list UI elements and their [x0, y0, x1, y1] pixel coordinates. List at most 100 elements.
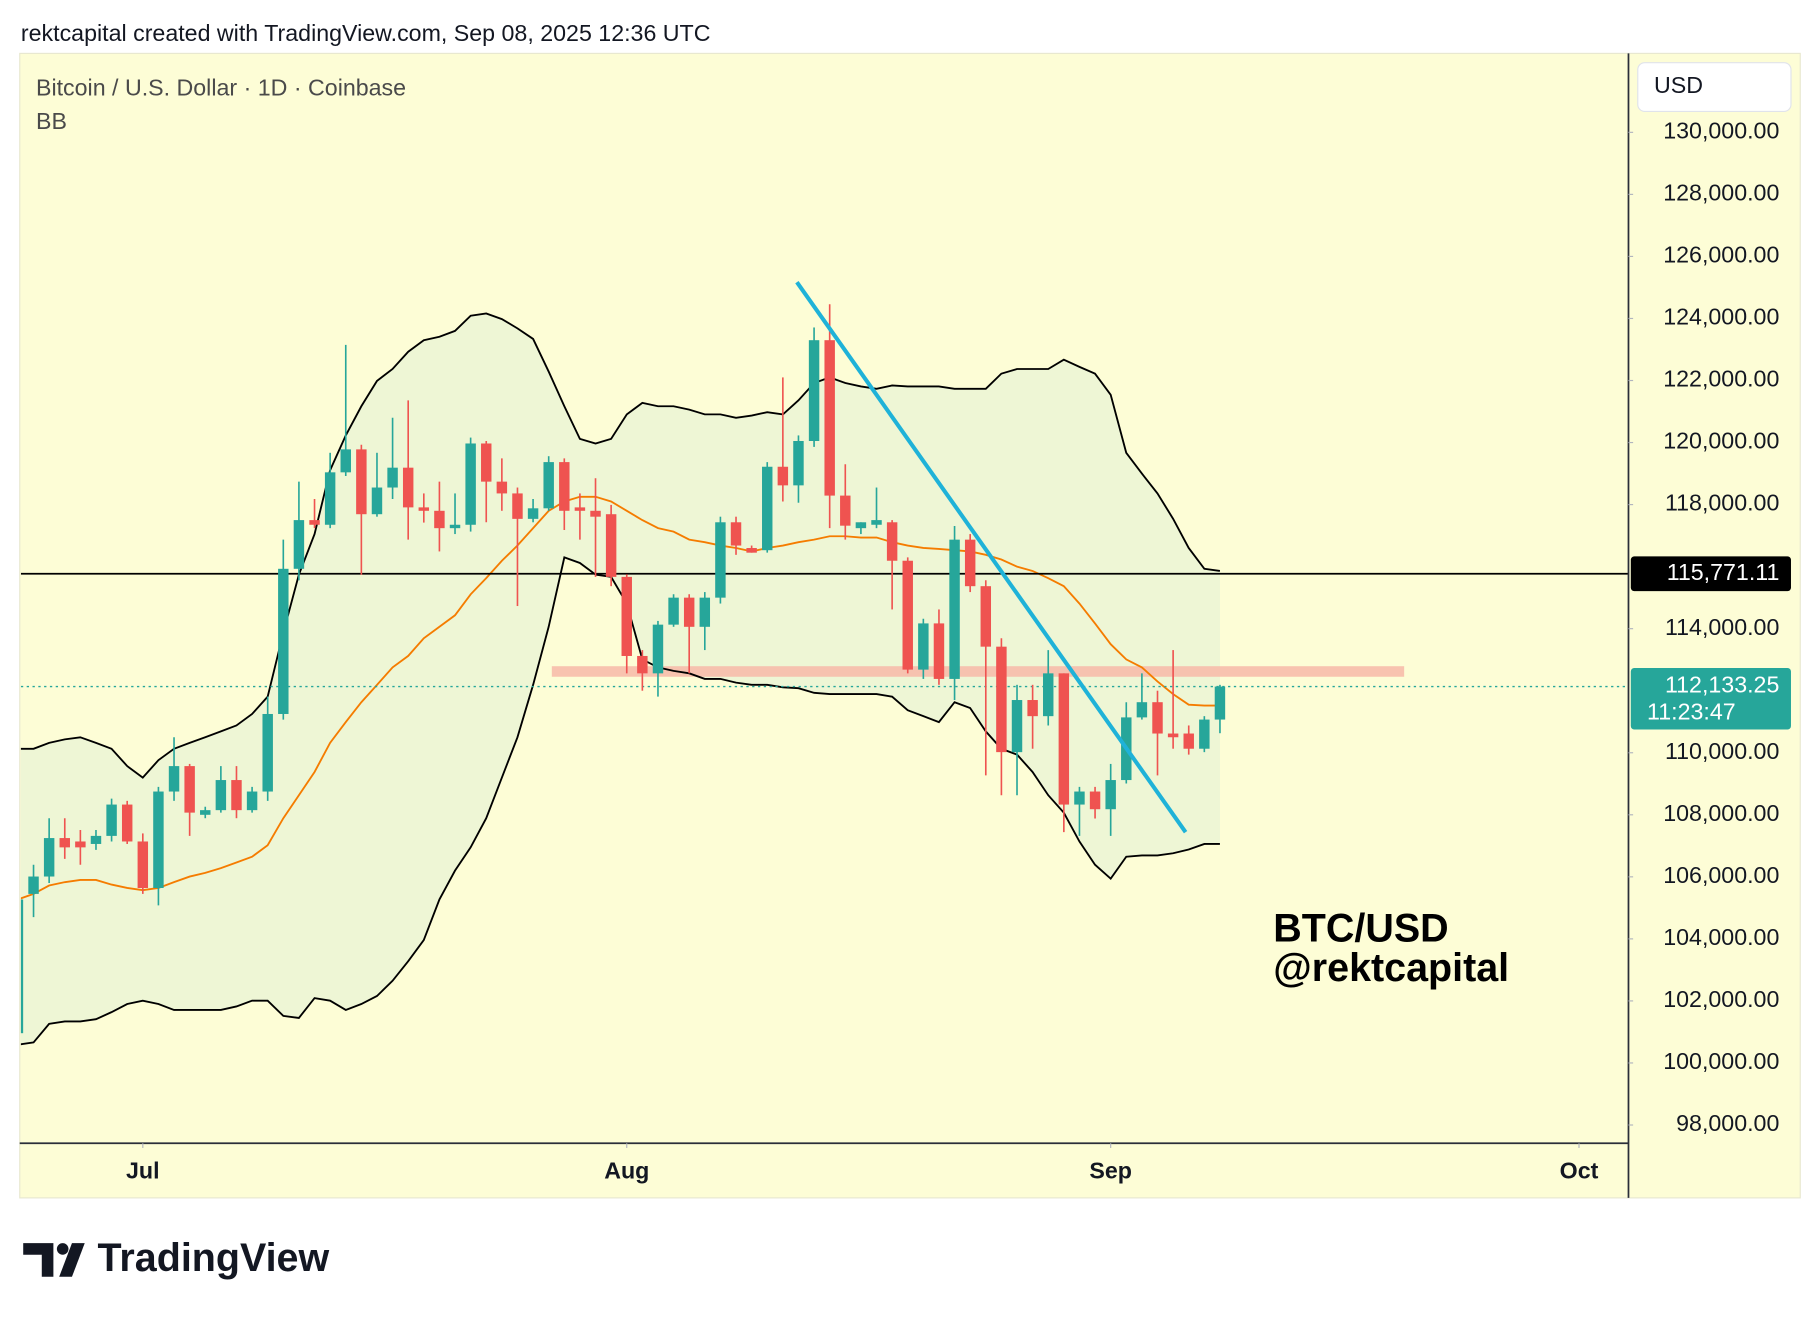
bollinger-basis — [20, 495, 1220, 900]
candle-body — [90, 835, 102, 844]
candle-body — [590, 510, 601, 517]
logo-shape — [23, 1243, 54, 1277]
candle-body — [1214, 686, 1226, 720]
countdown-label: 11:23:47 — [1647, 698, 1736, 724]
candle-body — [1167, 733, 1179, 738]
candle-body — [1105, 780, 1116, 810]
candle-body — [746, 548, 757, 553]
candle-body — [1074, 791, 1085, 805]
last-price-tag-label: 112,133.25 — [1665, 672, 1779, 698]
y-tick-label: 126,000.00 — [1663, 242, 1779, 268]
candle-body — [527, 508, 539, 519]
candle-body — [621, 576, 632, 656]
support-zone — [551, 666, 1405, 677]
y-tick-label: 110,000.00 — [1665, 738, 1779, 764]
y-tick-label: 122,000.00 — [1663, 366, 1779, 392]
candle-body — [371, 487, 383, 515]
candle-body — [1011, 700, 1023, 753]
candle-body — [324, 472, 336, 525]
candle-body — [1027, 700, 1038, 717]
candle-body — [824, 340, 835, 496]
candle-body — [1043, 673, 1054, 717]
candle-body — [730, 522, 742, 546]
candle-body — [1183, 733, 1194, 749]
candle-body — [933, 623, 945, 679]
candle-body — [855, 522, 867, 529]
y-tick-label: 106,000.00 — [1663, 862, 1779, 888]
candle-body — [449, 524, 461, 529]
x-tick-label: Sep — [1089, 1157, 1132, 1183]
candle-body — [762, 466, 773, 551]
candle-body — [886, 522, 898, 561]
y-tick-label: 118,000.00 — [1665, 490, 1779, 516]
logo-shape — [56, 1243, 69, 1255]
brand-name: TradingView — [98, 1236, 330, 1280]
candle-body — [996, 646, 1007, 753]
candle-body — [481, 443, 492, 482]
candle-body — [168, 766, 180, 792]
candle-body — [902, 560, 913, 670]
candle-body — [605, 514, 617, 577]
candle-body — [871, 520, 882, 525]
header-text: rektcapital created with TradingView.com… — [21, 20, 711, 46]
candle-body — [683, 597, 695, 627]
price-line-tag — [1630, 556, 1791, 592]
currency-button[interactable] — [1637, 62, 1792, 113]
candle-body — [43, 838, 55, 877]
candle-body — [1136, 702, 1148, 718]
candle-body — [980, 586, 992, 647]
annotation-line: @rektcapital — [1273, 946, 1509, 990]
candle-body — [1199, 719, 1210, 749]
candle-body — [200, 810, 211, 815]
candle-body — [121, 804, 133, 842]
y-tick-label: 124,000.00 — [1663, 304, 1779, 330]
candle-body — [543, 462, 554, 509]
y-tick-label: 98,000.00 — [1676, 1110, 1779, 1136]
candle-body — [465, 443, 476, 525]
candle-body — [387, 467, 398, 488]
candle-body — [637, 655, 648, 674]
annotation-line: BTC/USD — [1273, 906, 1448, 950]
candle-body — [75, 841, 86, 848]
candle-body — [402, 467, 414, 508]
candle-body — [262, 713, 273, 792]
candle-body — [59, 838, 70, 848]
candle-body — [20, 899, 24, 1034]
candle-body — [1152, 702, 1163, 734]
bollinger-fill — [20, 313, 1220, 1045]
candle-body — [278, 568, 289, 714]
candle-body — [808, 340, 820, 442]
candle-body — [137, 841, 149, 889]
y-tick-label: 114,000.00 — [1665, 614, 1779, 640]
brand-logo: TradingView — [23, 1236, 329, 1280]
x-tick-label: Jul — [126, 1157, 160, 1183]
y-tick-label: 128,000.00 — [1663, 180, 1779, 206]
candle-body — [184, 766, 195, 813]
candle-body — [231, 780, 242, 811]
candle-body — [512, 493, 523, 519]
candle-body — [246, 791, 258, 811]
candle-body — [153, 791, 164, 889]
y-tick-label: 102,000.00 — [1663, 986, 1779, 1012]
annotation: BTC/USD @rektcapital — [1273, 906, 1509, 989]
candle-body — [777, 466, 789, 486]
bollinger-upper — [20, 312, 1221, 779]
candle-body — [668, 597, 679, 625]
candle-body — [309, 520, 320, 525]
chart-title: Bitcoin / U.S. Dollar · 1D · Coinbase — [36, 75, 406, 101]
candle-body — [964, 539, 976, 587]
candle-body — [949, 539, 960, 679]
y-tick-label: 130,000.00 — [1663, 117, 1779, 143]
candle-body — [106, 804, 117, 836]
candle-body — [793, 441, 804, 486]
x-tick-label: Aug — [604, 1157, 649, 1183]
candle-body — [699, 597, 711, 627]
indicator-label: BB — [36, 108, 67, 134]
candle-body — [559, 462, 570, 511]
candle-body — [340, 449, 351, 473]
logo-shape — [59, 1243, 85, 1277]
trendline — [795, 281, 1188, 834]
candle-body — [356, 449, 367, 515]
currency-label[interactable]: USD — [1654, 72, 1703, 98]
